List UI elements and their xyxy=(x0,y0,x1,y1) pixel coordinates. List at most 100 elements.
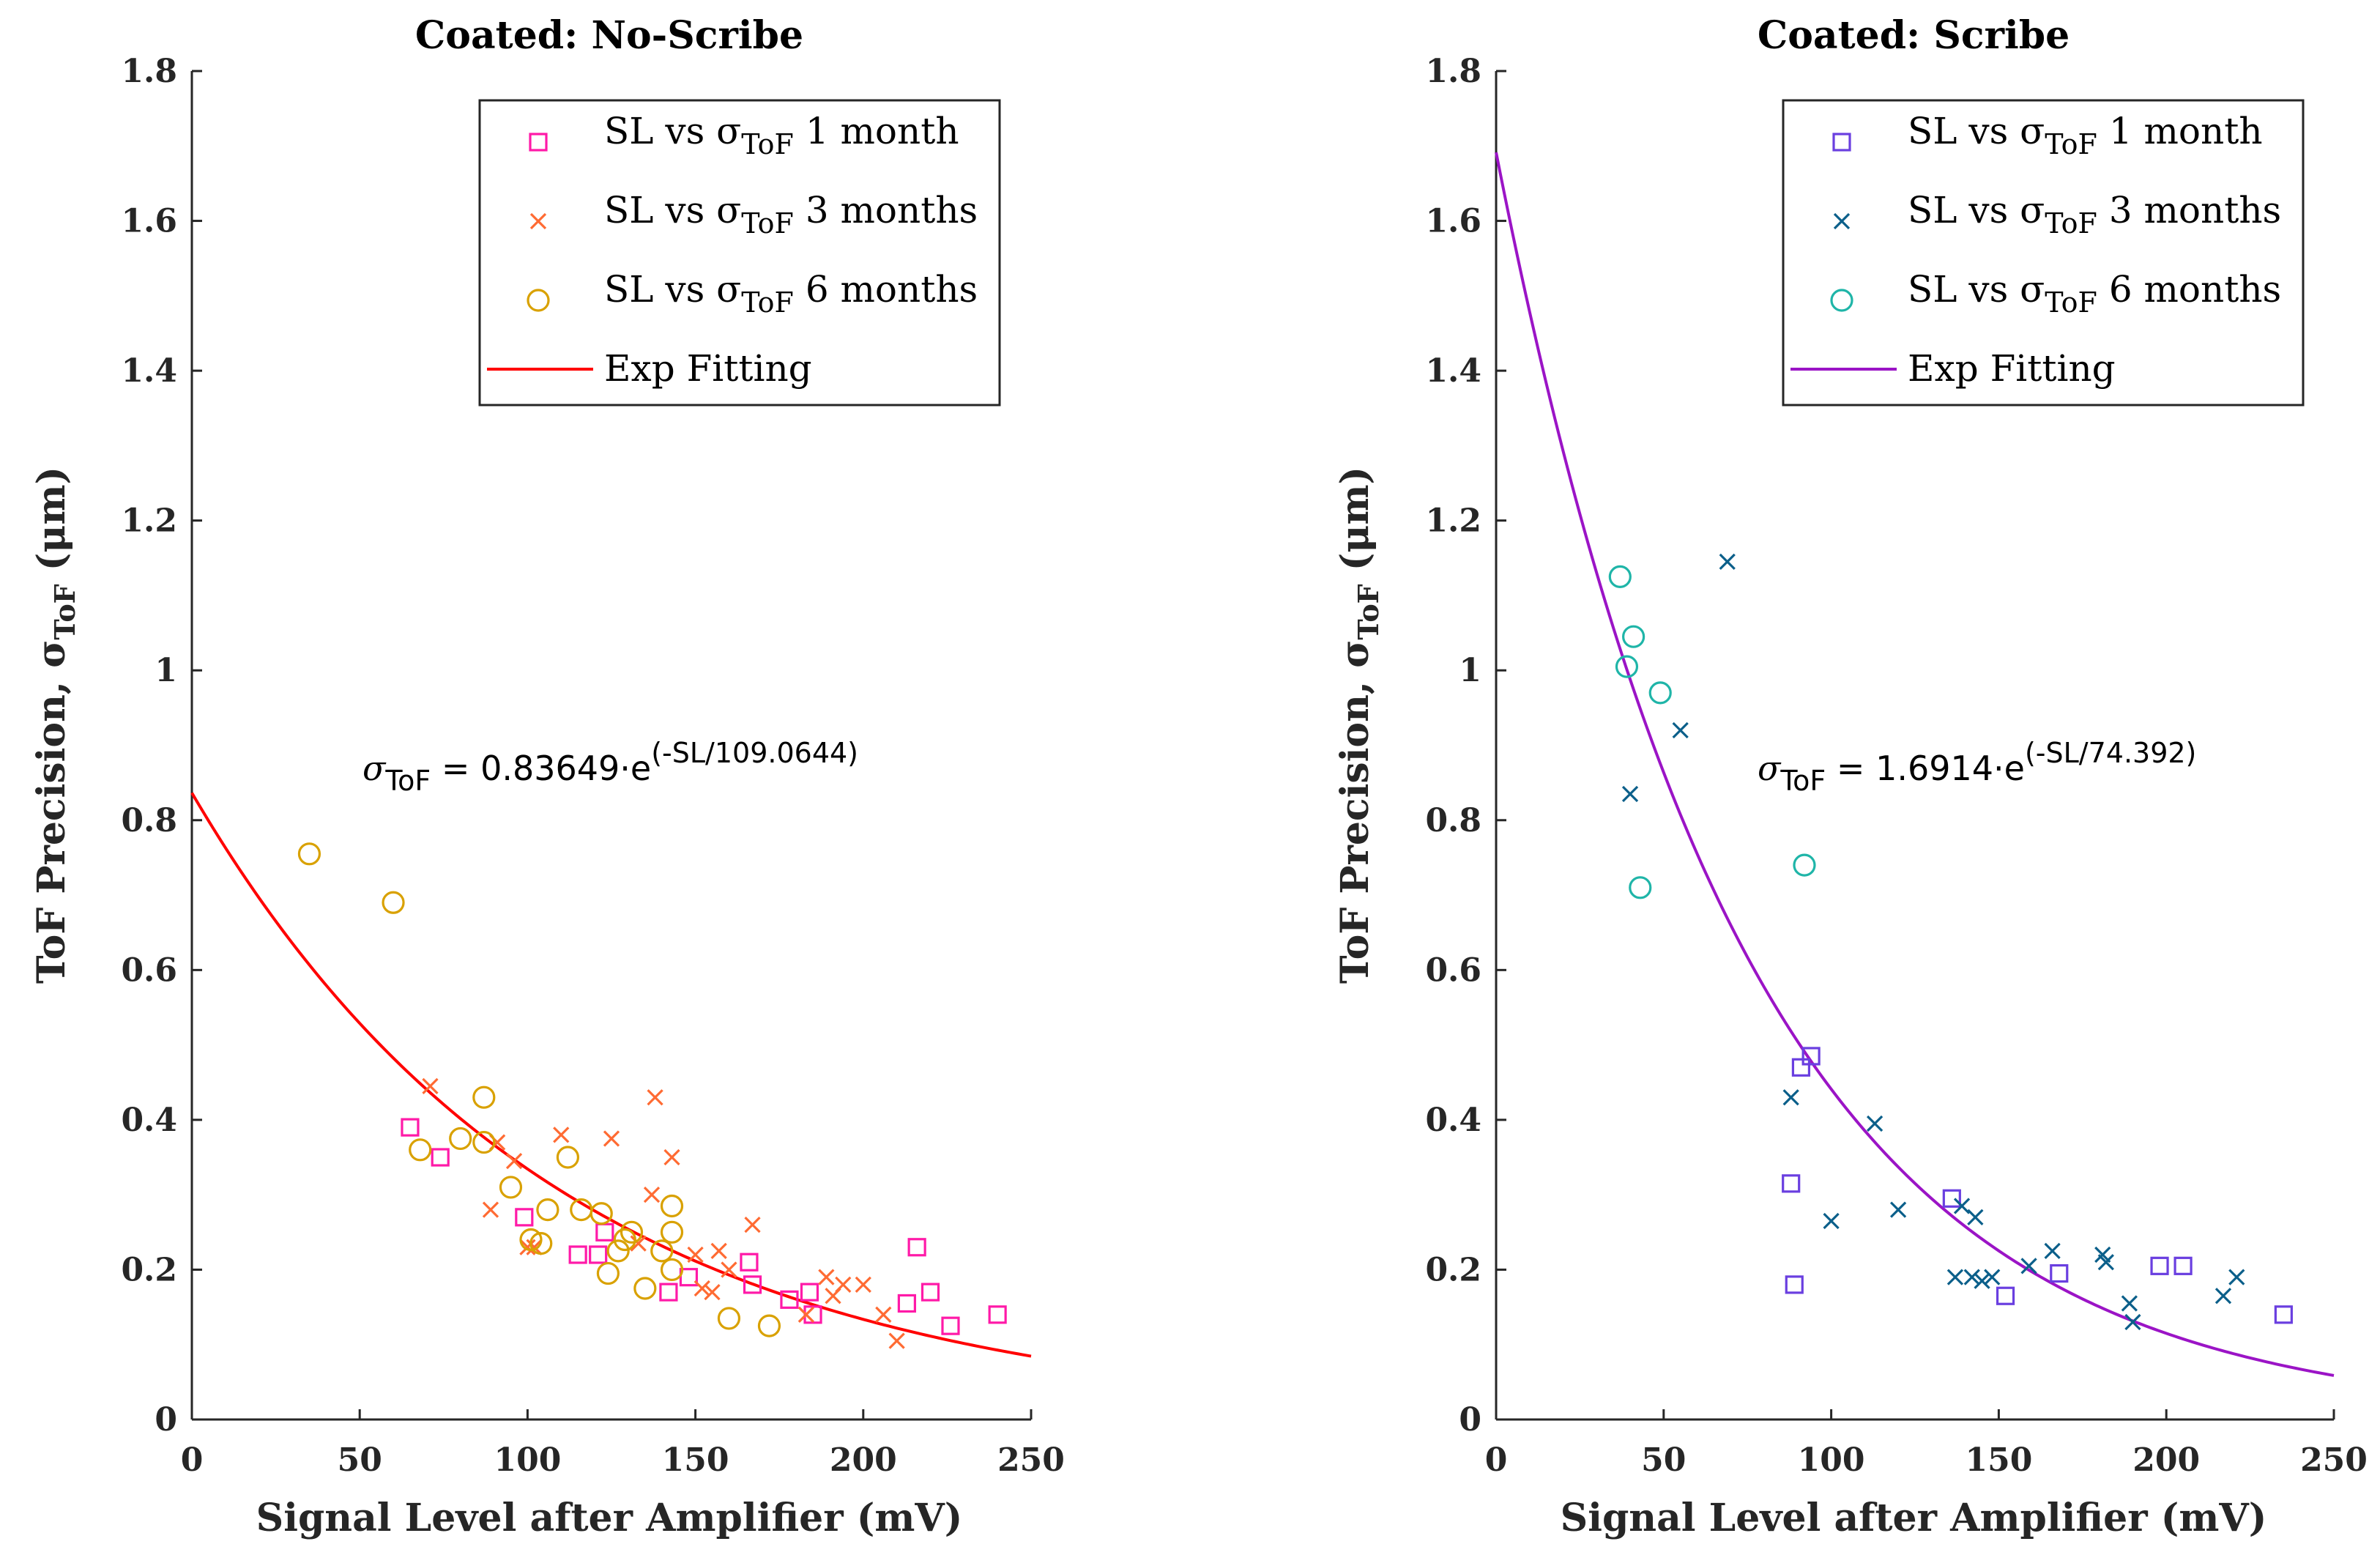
legend-marker-symbol xyxy=(529,212,547,230)
data-point xyxy=(717,1307,741,1330)
x-tick-label: 150 xyxy=(662,1441,729,1479)
series-circle xyxy=(297,842,781,1337)
fit-equation-exponent: (-SL/109.0644) xyxy=(651,737,858,769)
svg-text:ToF Precision, σToF (μm): ToF Precision, σToF (μm) xyxy=(1333,467,1385,984)
data-point xyxy=(1621,785,1639,803)
legend-entry-3-months: SL vs σToF 3 months xyxy=(604,189,978,240)
y-axis-label: ToF Precision, σToF (μm) xyxy=(1333,467,1385,984)
data-point xyxy=(988,1305,1007,1324)
x-axis-label: Signal Level after Amplifier (mV) xyxy=(256,1496,963,1540)
y-axis-label: ToF Precision, σToF (μm) xyxy=(29,467,81,984)
y-tick-label: 0.6 xyxy=(121,951,177,989)
data-point xyxy=(643,1187,661,1203)
data-point xyxy=(663,1148,680,1166)
data-point xyxy=(1608,565,1632,588)
data-point xyxy=(1984,1269,2001,1285)
data-point xyxy=(650,1239,674,1263)
data-point xyxy=(472,1130,496,1154)
data-point xyxy=(519,1228,543,1252)
series-x xyxy=(1621,553,2245,1331)
legend-marker-1-month xyxy=(1832,133,1851,152)
data-point xyxy=(1974,1272,1990,1289)
data-point xyxy=(743,1275,762,1294)
data-point xyxy=(1866,1115,1883,1132)
y-axis-label-sub: ToF xyxy=(1352,584,1385,639)
x-tick-label: 250 xyxy=(997,1441,1065,1479)
data-point xyxy=(613,1228,636,1252)
legend-entry-fit: Exp Fitting xyxy=(604,347,812,390)
x-tick-label: 0 xyxy=(1485,1441,1508,1479)
x-axis-label: Signal Level after Amplifier (mV) xyxy=(1561,1496,2267,1540)
data-point xyxy=(556,1146,580,1169)
data-point xyxy=(2124,1313,2141,1331)
y-axis-label-unit: (μm) xyxy=(29,467,74,584)
legend-marker-3-months xyxy=(1833,212,1851,230)
data-point xyxy=(536,1198,559,1222)
data-point xyxy=(679,1268,699,1287)
data-point xyxy=(1946,1269,1964,1285)
y-tick-label: 0 xyxy=(1459,1401,1481,1439)
legend-marker-symbol xyxy=(1832,133,1851,152)
legend-marker-symbol xyxy=(1833,212,1851,230)
data-point xyxy=(2214,1288,2232,1305)
legend-marker-6-months xyxy=(1830,289,1853,312)
legend-entry-1-month: SL vs σToF 1 month xyxy=(1908,110,2263,160)
y-tick-label: 0.2 xyxy=(1425,1251,1481,1288)
y-tick-label: 1.8 xyxy=(121,53,177,90)
data-point xyxy=(422,1077,439,1094)
data-point xyxy=(2121,1295,2138,1312)
data-point xyxy=(855,1276,871,1294)
fit-equation: σToF = 0.83649·e(-SL/109.0644) xyxy=(362,737,858,797)
data-point xyxy=(1942,1189,1961,1208)
legend-entry-6-months: SL vs σToF 6 months xyxy=(604,268,978,319)
data-point xyxy=(2173,1256,2193,1275)
x-tick-label: 0 xyxy=(181,1441,204,1479)
x-tick-label: 250 xyxy=(2300,1441,2368,1479)
y-tick-label: 1.4 xyxy=(121,352,177,390)
data-point xyxy=(710,1242,727,1260)
data-point xyxy=(526,1239,543,1255)
y-tick-label: 0.2 xyxy=(121,1251,177,1288)
legend-marker-symbol xyxy=(529,133,548,152)
x-tick-label: 150 xyxy=(1965,1441,2032,1479)
data-point xyxy=(1889,1201,1907,1218)
data-point xyxy=(1782,1089,1799,1106)
legend-entry-1-month: SL vs σToF 1 month xyxy=(604,110,959,160)
fit-equation-lhs: σ xyxy=(362,749,387,788)
fit-equation-body: = 1.6914·e xyxy=(1826,749,2025,788)
data-point xyxy=(2050,1263,2069,1283)
y-tick-label: 1 xyxy=(155,652,177,689)
data-point xyxy=(1791,1058,1811,1077)
data-point xyxy=(660,1258,684,1282)
data-point xyxy=(1953,1198,1971,1214)
data-point xyxy=(693,1280,710,1297)
data-point xyxy=(1996,1286,2015,1305)
data-point xyxy=(529,1232,553,1255)
data-point xyxy=(589,1245,608,1264)
data-point xyxy=(1622,625,1645,648)
data-point xyxy=(941,1316,960,1335)
fit-equation-sub: ToF xyxy=(1780,765,1826,797)
data-point xyxy=(595,1222,614,1242)
data-point xyxy=(2228,1269,2245,1285)
data-point xyxy=(800,1283,819,1302)
data-point xyxy=(1615,655,1639,678)
data-point xyxy=(553,1127,570,1143)
data-point xyxy=(505,1153,523,1170)
data-point xyxy=(704,1283,721,1301)
chart-panel-scribe: Coated: Scribe ToF Precision, σToF (μm) … xyxy=(1333,13,2368,1540)
data-point xyxy=(297,842,321,866)
y-tick-label: 1.4 xyxy=(1425,352,1481,390)
legend-box xyxy=(478,99,1001,407)
data-point xyxy=(907,1238,926,1257)
data-point xyxy=(482,1201,499,1218)
y-tick-label: 1.2 xyxy=(121,502,177,540)
fit-curve xyxy=(1495,152,2335,1377)
data-point xyxy=(1967,1209,1984,1225)
fit-curve xyxy=(190,792,1032,1358)
series-circle xyxy=(1608,565,1816,899)
data-point xyxy=(472,1085,496,1109)
data-point xyxy=(590,1202,613,1225)
data-point xyxy=(1648,681,1672,705)
data-point xyxy=(401,1118,420,1137)
